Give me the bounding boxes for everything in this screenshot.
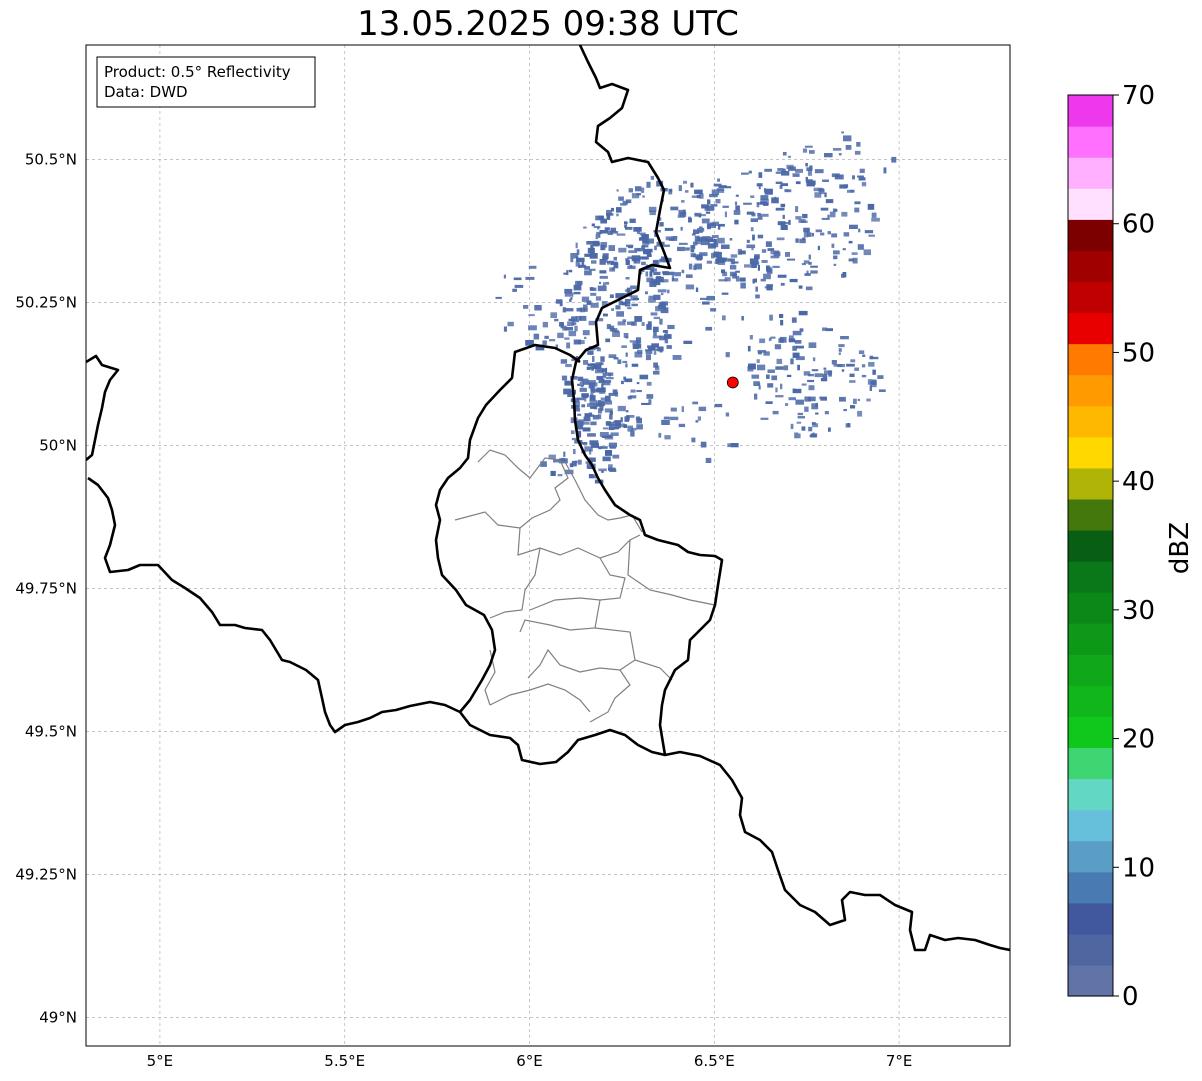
colorbar-segment xyxy=(1068,312,1113,345)
colorbar-segment xyxy=(1068,95,1113,127)
colorbar-segment xyxy=(1068,592,1113,624)
colorbar-segment xyxy=(1068,374,1113,407)
colorbar-segment xyxy=(1068,436,1113,469)
lon-tick-label: 5.5°E xyxy=(324,1052,365,1070)
colorbar-segment xyxy=(1068,933,1113,966)
colorbar-tick-label: 70 xyxy=(1122,81,1155,111)
colorbar-tick-label: 60 xyxy=(1122,210,1155,240)
colorbar-segment xyxy=(1068,561,1113,593)
info-box: Product: 0.5° Reflectivity Data: DWD xyxy=(96,56,316,108)
colorbar-tick-label: 0 xyxy=(1122,982,1139,1012)
colorbar-segment xyxy=(1068,623,1113,655)
colorbar-tick-label: 40 xyxy=(1122,467,1155,497)
graticule xyxy=(86,45,1010,1046)
colorbar-tick-label: 30 xyxy=(1122,596,1155,626)
radar-site-marker xyxy=(726,376,739,389)
colorbar-segment xyxy=(1068,685,1113,717)
lat-tick-label: 50.5°N xyxy=(25,150,77,168)
colorbar-segment xyxy=(1068,871,1113,904)
colorbar-segment xyxy=(1068,809,1113,842)
lat-tick-label: 49.25°N xyxy=(15,865,77,883)
country-boundaries xyxy=(86,45,1010,952)
colorbar-segment xyxy=(1068,902,1113,935)
colorbar-ticks: 0 10 20 30 40 50 60 70 xyxy=(1113,81,1155,1012)
colorbar-segment xyxy=(1068,467,1113,500)
lon-tick-label: 7°E xyxy=(886,1052,913,1070)
map-frame xyxy=(85,44,1011,1047)
lat-tick-label: 50°N xyxy=(39,436,77,454)
colorbar-segment xyxy=(1068,343,1113,376)
radar-echoes xyxy=(495,131,897,484)
colorbar-segment xyxy=(1068,157,1113,189)
colorbar-tick-label: 50 xyxy=(1122,338,1155,368)
colorbar-segment xyxy=(1068,654,1113,686)
colorbar-segment xyxy=(1068,219,1113,251)
colorbar-segment xyxy=(1068,716,1113,749)
lat-tick-label: 49°N xyxy=(39,1008,77,1026)
longitude-labels: 5°E 5.5°E 6°E 6.5°E 7°E xyxy=(147,1052,913,1070)
lat-tick-label: 50.25°N xyxy=(15,293,77,311)
colorbar-segment xyxy=(1068,964,1113,997)
info-source: Data: DWD xyxy=(104,83,188,101)
latitude-labels: 50.5°N 50.25°N 50°N 49.75°N 49.5°N 49.25°N 49°… xyxy=(15,150,77,1026)
colorbar-tick-label: 10 xyxy=(1122,853,1155,883)
map-title: 13.05.2025 09:38 UTC xyxy=(357,4,739,44)
lat-tick-label: 49.75°N xyxy=(15,579,77,597)
colorbar-segment xyxy=(1068,778,1113,811)
colorbar-segment xyxy=(1068,250,1113,283)
lat-tick-label: 49.5°N xyxy=(25,722,77,740)
colorbar xyxy=(1068,95,1113,997)
colorbar-segment xyxy=(1068,188,1113,220)
colorbar-segment xyxy=(1068,840,1113,873)
info-product: Product: 0.5° Reflectivity xyxy=(104,63,291,81)
colorbar-title: dBZ xyxy=(1165,522,1195,574)
colorbar-segment xyxy=(1068,126,1113,158)
colorbar-segment xyxy=(1068,405,1113,438)
colorbar-segment xyxy=(1068,529,1113,562)
colorbar-segment xyxy=(1068,498,1113,531)
colorbar-segment xyxy=(1068,747,1113,780)
lon-tick-label: 6.5°E xyxy=(694,1052,735,1070)
colorbar-segment xyxy=(1068,281,1113,314)
colorbar-tick-label: 20 xyxy=(1122,725,1155,755)
colorbar-frame xyxy=(1067,94,1114,997)
lon-tick-label: 6°E xyxy=(516,1052,543,1070)
lon-tick-label: 5°E xyxy=(147,1052,174,1070)
